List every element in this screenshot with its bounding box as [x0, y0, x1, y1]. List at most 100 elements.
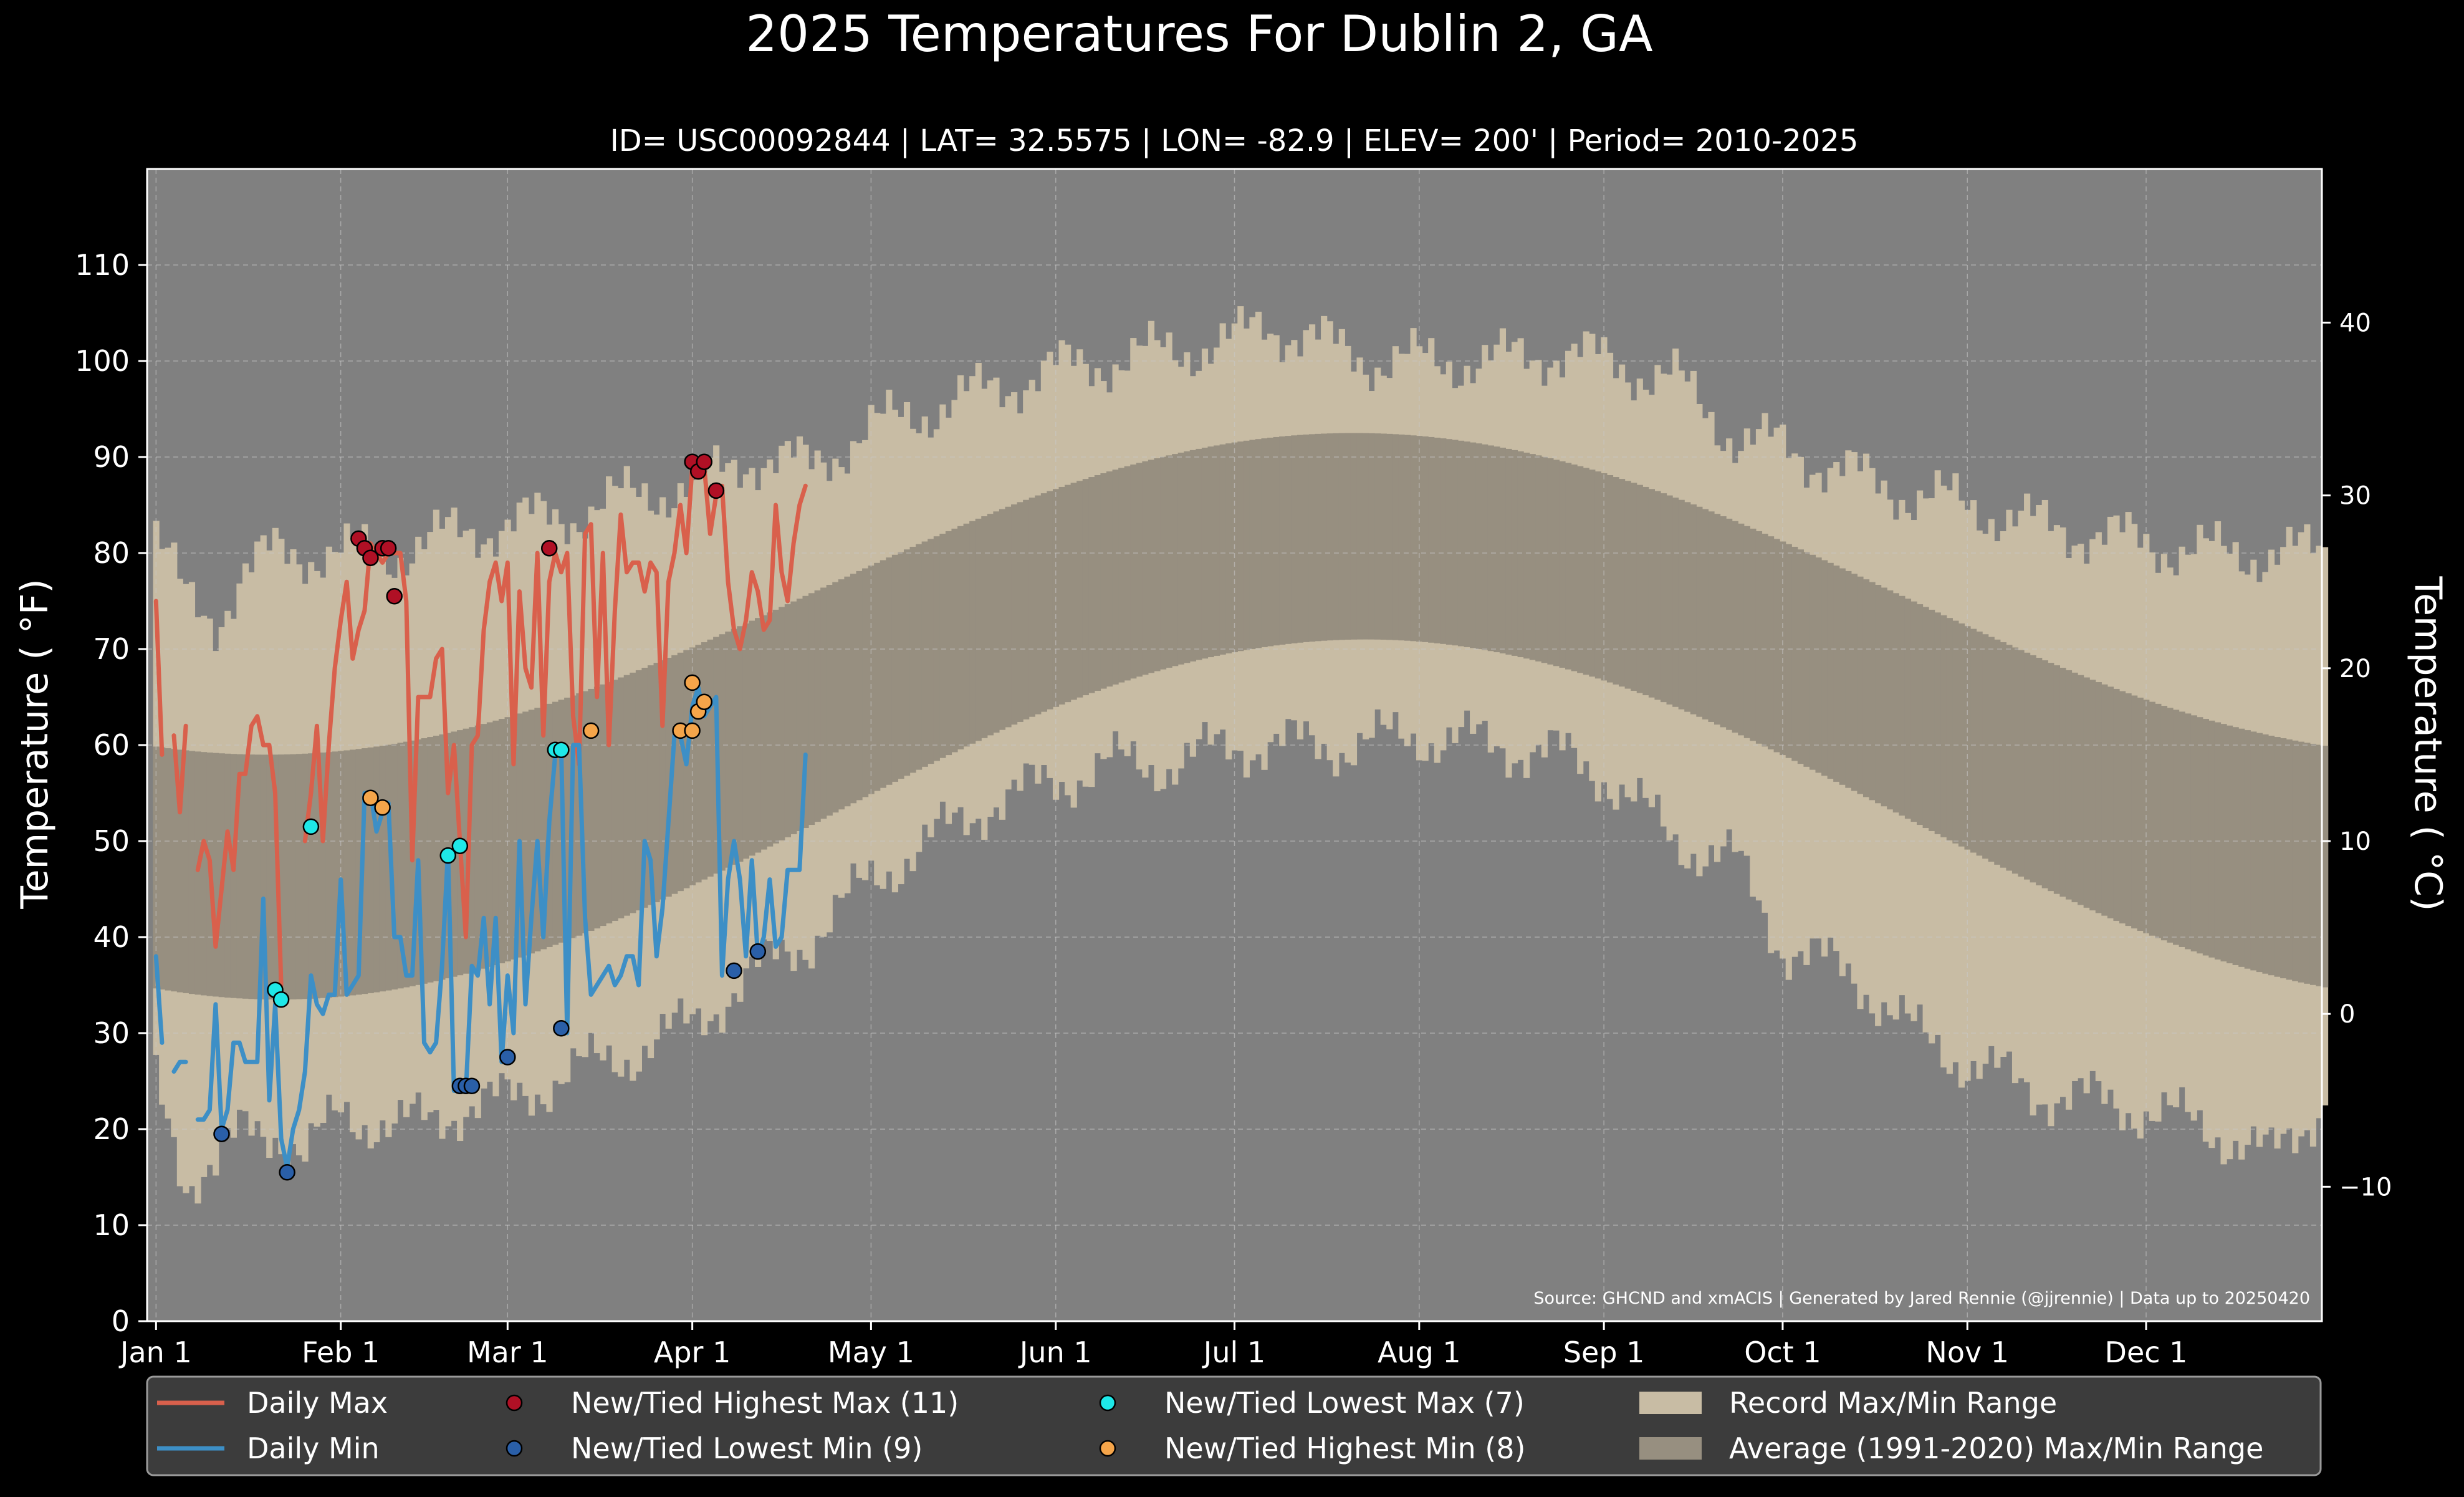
average-range-bar: [796, 599, 803, 831]
average-range-bar: [2011, 647, 2019, 874]
average-range-bar: [385, 744, 392, 991]
record-marker-4: [582, 722, 600, 739]
average-range-bar: [832, 582, 839, 813]
average-range-bar: [1440, 438, 1447, 644]
average-range-bar: [1118, 468, 1125, 683]
record-marker-1: [540, 540, 558, 557]
average-range-bar: [1636, 484, 1643, 693]
average-range-bar: [820, 587, 827, 819]
average-range-bar: [1005, 506, 1012, 728]
average-range-bar: [194, 751, 201, 995]
average-range-bar: [2274, 737, 2281, 977]
average-range-bar: [963, 523, 970, 747]
average-range-bar: [1011, 504, 1018, 725]
average-range-bar: [379, 746, 386, 992]
average-range-bar: [749, 620, 755, 856]
average-range-bar: [1350, 433, 1358, 640]
average-range-bar: [1899, 595, 1906, 816]
average-range-bar: [630, 672, 636, 913]
average-range-bar: [2232, 727, 2239, 965]
average-range-bar: [1106, 471, 1113, 687]
average-range-bar: [2036, 657, 2043, 885]
average-range-bar: [921, 541, 928, 767]
average-range-bar: [1631, 483, 1637, 691]
average-range-bar: [492, 720, 499, 965]
average-range-bar: [1952, 620, 1959, 844]
average-range-bar: [403, 741, 410, 988]
average-range-bar: [1529, 454, 1536, 660]
x-tick-label: Sep 1: [1563, 1336, 1645, 1369]
average-range-bar: [1291, 435, 1298, 643]
average-range-bar: [945, 531, 952, 756]
average-range-bar: [582, 691, 588, 933]
average-range-bar: [1273, 436, 1280, 646]
average-range-bar: [224, 753, 231, 998]
average-range-bar: [755, 618, 762, 853]
average-range-bar: [1565, 463, 1572, 670]
average-range-bar: [1076, 481, 1083, 698]
average-range-bar: [1511, 450, 1518, 656]
average-range-bar: [826, 585, 833, 816]
average-range-bar: [1088, 477, 1095, 693]
average-range-bar: [314, 753, 320, 999]
record-marker-4: [684, 674, 701, 691]
y-tick-label-left: 0: [112, 1304, 130, 1338]
average-range-bar: [1785, 544, 1792, 758]
average-range-bar: [373, 746, 380, 993]
record-marker-2: [726, 962, 742, 980]
average-range-bar: [2173, 710, 2180, 945]
y-axis-fahrenheit: 0 10 20 30 40 50 60 70 80 90 100 110: [75, 248, 147, 1338]
record-marker-2: [749, 943, 767, 960]
average-range-bar: [2238, 728, 2245, 967]
average-range-bar: [1797, 549, 1804, 764]
record-marker-3: [302, 818, 320, 835]
average-range-bar: [844, 576, 851, 807]
average-range-bar: [1136, 463, 1143, 677]
average-range-bar: [1219, 444, 1226, 655]
x-tick-label: Jul 1: [1202, 1336, 1265, 1369]
average-range-bar: [1678, 499, 1685, 710]
average-range-bar: [433, 735, 439, 981]
average-range-bar: [719, 634, 726, 871]
average-range-bar: [1112, 469, 1119, 685]
average-range-bar: [2185, 713, 2192, 950]
average-range-bar: [1023, 499, 1030, 720]
average-range-bar: [1672, 498, 1679, 707]
average-range-bar: [850, 574, 857, 804]
record-marker-1: [386, 588, 403, 605]
legend-label: New/Tied Highest Min (8): [1164, 1432, 1525, 1465]
legend-box: [146, 1375, 2322, 1476]
average-range-bar: [1404, 435, 1411, 641]
average-range-bar: [1827, 562, 1834, 779]
average-range-bar: [2071, 672, 2078, 903]
average-range-bar: [701, 642, 708, 880]
average-range-bar: [760, 615, 767, 850]
average-range-bar: [367, 747, 374, 993]
average-range-bar: [183, 750, 189, 993]
legend-swatch-patch: [1639, 1437, 1702, 1460]
average-range-bar: [325, 752, 332, 998]
average-range-bar: [600, 684, 606, 927]
average-range-bar: [1845, 570, 1852, 788]
average-range-bar: [1875, 585, 1882, 804]
average-range-bar: [2041, 660, 2048, 888]
average-range-bar: [671, 655, 678, 894]
x-tick-label: Dec 1: [2105, 1336, 2188, 1369]
average-range-bar: [1583, 468, 1589, 675]
average-range-bar: [1541, 456, 1548, 663]
average-range-bar: [498, 719, 506, 963]
average-range-bar: [731, 628, 737, 865]
average-range-bar: [1690, 504, 1697, 715]
y-tick-label-left: 40: [93, 920, 130, 954]
average-range-bar: [886, 557, 893, 785]
average-range-bar: [1058, 486, 1065, 705]
average-range-bar: [1809, 554, 1816, 770]
average-range-bar: [1434, 437, 1441, 643]
average-range-bar: [606, 682, 613, 924]
average-range-bar: [784, 604, 791, 837]
average-range-bar: [1624, 481, 1631, 689]
average-range-bar: [802, 595, 809, 829]
average-range-bar: [707, 639, 714, 877]
average-range-bar: [1100, 473, 1107, 689]
x-tick-label: Mar 1: [467, 1336, 549, 1369]
